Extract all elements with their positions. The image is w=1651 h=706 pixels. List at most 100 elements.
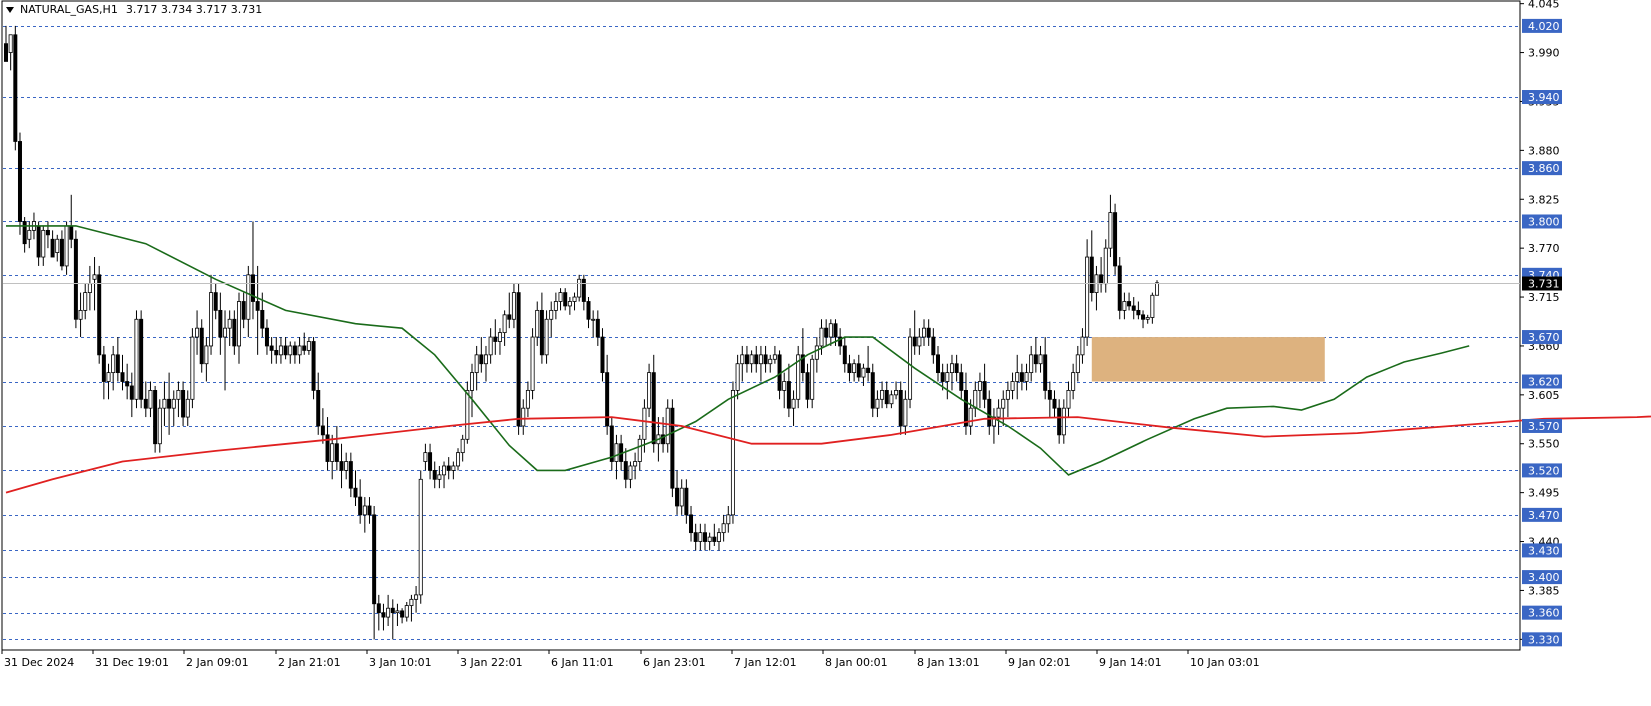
candle xyxy=(181,381,186,426)
candle-body xyxy=(796,354,801,400)
candle-body xyxy=(381,612,386,618)
candle-body xyxy=(609,425,614,462)
level-label-text: 3.570 xyxy=(1528,420,1560,433)
x-tick-label: 6 Jan 23:01 xyxy=(643,656,706,669)
candle-body xyxy=(111,354,116,374)
candle xyxy=(824,319,829,346)
candle-body xyxy=(4,43,9,62)
candle-body xyxy=(297,345,302,356)
candle-body xyxy=(838,336,843,347)
candle-body xyxy=(591,318,596,321)
candle xyxy=(1057,399,1062,444)
level-label-bg xyxy=(1522,605,1562,620)
y-tick-label: 3.825 xyxy=(1528,193,1560,206)
candle xyxy=(50,230,55,258)
candle-body xyxy=(404,605,409,618)
x-tick-label: 2 Jan 21:01 xyxy=(278,656,341,669)
candle-body xyxy=(595,318,600,338)
candle xyxy=(1155,280,1160,296)
candle-body xyxy=(805,372,810,400)
candle xyxy=(17,132,22,235)
candle xyxy=(297,337,302,364)
candle xyxy=(456,448,461,471)
candle-body xyxy=(940,372,945,382)
candle xyxy=(353,470,358,506)
candle-body xyxy=(987,398,992,427)
candle-body xyxy=(870,372,875,409)
candle xyxy=(418,470,423,604)
candle-body xyxy=(917,336,922,347)
candle-body xyxy=(772,354,777,360)
candle xyxy=(209,274,214,355)
candle-body xyxy=(1117,265,1122,311)
candle xyxy=(880,381,885,409)
candle xyxy=(1015,354,1020,400)
candle-body xyxy=(204,345,209,365)
candle-body xyxy=(908,336,913,400)
candle-body xyxy=(162,398,167,409)
candle-body xyxy=(171,398,176,409)
candle xyxy=(530,328,535,400)
candle xyxy=(451,461,456,480)
candle-body xyxy=(260,309,265,329)
candle-body xyxy=(101,354,106,382)
candle xyxy=(698,523,703,551)
candle xyxy=(97,265,102,364)
candle xyxy=(1136,301,1141,320)
candle xyxy=(861,363,866,386)
candle xyxy=(195,310,200,355)
candle-body xyxy=(861,367,866,378)
candle-body xyxy=(856,363,861,378)
candle xyxy=(167,372,172,435)
candle xyxy=(768,354,773,373)
candle xyxy=(982,363,987,409)
candle-body xyxy=(707,536,712,542)
candle xyxy=(805,363,810,409)
candle xyxy=(567,297,572,315)
x-tick-label: 6 Jan 11:01 xyxy=(551,656,614,669)
candle xyxy=(143,381,148,418)
candle xyxy=(507,292,512,329)
candle-body xyxy=(330,443,335,462)
candle xyxy=(642,399,647,453)
candle-body xyxy=(982,381,987,400)
candle xyxy=(41,225,46,266)
level-label: 3.400 xyxy=(1522,570,1562,585)
candle-body xyxy=(973,389,978,409)
candle xyxy=(190,328,195,409)
candle xyxy=(754,345,759,373)
level-label-bg xyxy=(1522,214,1562,229)
candle-body xyxy=(143,398,148,409)
candle-body xyxy=(218,309,223,338)
candle xyxy=(381,603,386,631)
candle-body xyxy=(567,301,572,307)
candle-body xyxy=(502,314,507,334)
candle-body xyxy=(409,598,414,606)
candle xyxy=(139,310,144,409)
candle xyxy=(884,381,889,409)
candle-body xyxy=(679,487,684,507)
candle xyxy=(936,345,941,382)
level-label: 3.430 xyxy=(1522,543,1562,558)
chart-menu-icon[interactable] xyxy=(6,6,14,13)
candle xyxy=(591,310,596,338)
candle-body xyxy=(1052,398,1057,409)
candle-body xyxy=(269,345,274,351)
candle-body xyxy=(246,274,251,320)
candle-body xyxy=(833,323,838,338)
level-label-text: 3.800 xyxy=(1528,215,1560,228)
candle xyxy=(670,399,675,498)
candle xyxy=(866,345,871,382)
candle-body xyxy=(176,389,181,400)
candle-body xyxy=(563,292,568,307)
candle xyxy=(204,337,209,382)
candle xyxy=(409,594,414,622)
candle xyxy=(1113,203,1118,275)
level-label-text: 3.860 xyxy=(1528,162,1560,175)
candle xyxy=(1150,292,1155,324)
level-label: 4.020 xyxy=(1522,18,1562,33)
candle-body xyxy=(148,389,153,409)
candle-body xyxy=(1127,301,1132,307)
candle xyxy=(609,417,614,471)
candle-body xyxy=(684,487,689,516)
